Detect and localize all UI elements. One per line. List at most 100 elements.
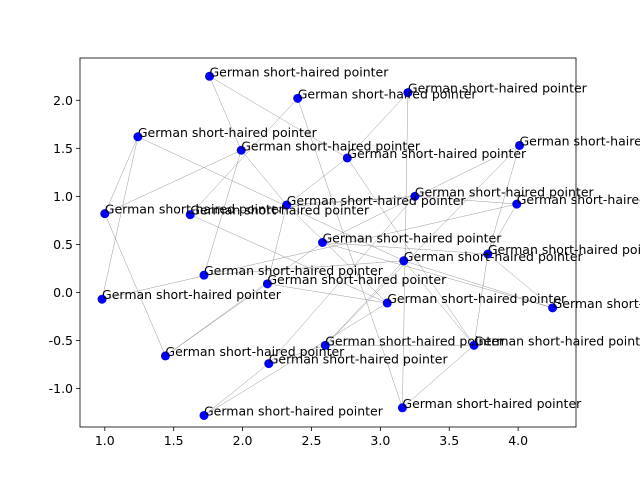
point-label-10: German short-haired pointer xyxy=(105,202,285,217)
edge-line-40 xyxy=(268,345,326,364)
point-label-22: German short-haired pointer xyxy=(165,344,345,359)
edge-line-34 xyxy=(325,260,404,346)
edge-line-35 xyxy=(403,260,475,346)
data-point-5 xyxy=(342,153,352,163)
edge-line-30 xyxy=(487,253,553,309)
x-tick-label-0: 1.0 xyxy=(95,433,115,448)
point-label-25: German short-haired pointer xyxy=(204,403,384,418)
x-tick-label-6: 4.0 xyxy=(508,433,528,448)
y-tick-label-0: -1.0 xyxy=(49,381,73,396)
edge-line-33 xyxy=(403,260,553,309)
point-label-19: German short-haired pointer xyxy=(553,296,640,311)
point-label-3: German short-haired pointer xyxy=(138,125,318,140)
edge-line-15 xyxy=(487,145,520,255)
edge-line-32 xyxy=(203,260,404,276)
point-label-9: German short-haired pointer xyxy=(517,192,640,207)
x-tick-label-5: 3.5 xyxy=(439,433,459,448)
data-point-15 xyxy=(199,270,209,280)
point-label-17: German short-haired pointer xyxy=(102,287,282,302)
y-tick-label-4: 1.0 xyxy=(53,189,73,204)
data-point-3 xyxy=(133,132,143,142)
data-point-16 xyxy=(262,279,272,289)
edge-line-4 xyxy=(347,92,409,159)
data-point-6 xyxy=(515,140,525,150)
data-point-19 xyxy=(548,303,558,313)
edge-line-42 xyxy=(203,363,269,416)
edge-line-14 xyxy=(322,145,520,243)
point-label-5: German short-haired pointer xyxy=(347,146,527,161)
x-tick-label-4: 3.0 xyxy=(370,433,390,448)
data-point-10 xyxy=(100,209,110,219)
data-point-8 xyxy=(282,200,292,210)
point-label-11: German short-haired pointer xyxy=(190,203,370,218)
point-label-1: German short-haired pointer xyxy=(298,86,478,101)
y-tick-label-3: 0.5 xyxy=(53,237,73,252)
data-point-13 xyxy=(483,249,493,259)
data-point-4 xyxy=(236,145,246,155)
data-point-20 xyxy=(320,340,330,350)
edge-line-11 xyxy=(203,150,242,276)
edge-line-10 xyxy=(241,150,287,206)
point-label-16: German short-haired pointer xyxy=(267,272,447,287)
edge-line-3 xyxy=(297,98,403,408)
point-label-0: German short-haired pointer xyxy=(210,64,390,79)
edge-line-20 xyxy=(268,196,415,364)
edge-line-19 xyxy=(190,196,415,215)
edge-line-16 xyxy=(325,145,520,346)
data-point-17 xyxy=(97,294,107,304)
points-layer xyxy=(97,71,558,420)
edge-line-2 xyxy=(190,98,298,215)
y-tick-label-1: -0.5 xyxy=(49,333,73,348)
edge-line-21 xyxy=(267,204,287,284)
edge-line-36 xyxy=(267,283,388,304)
data-point-21 xyxy=(469,340,479,350)
point-label-23: German short-haired pointer xyxy=(269,352,449,367)
edge-line-28 xyxy=(322,242,553,309)
point-label-20: German short-haired pointer xyxy=(325,333,505,348)
data-point-25 xyxy=(199,410,209,420)
point-label-13: German short-haired pointer xyxy=(488,242,640,257)
edge-line-18 xyxy=(414,196,517,205)
y-tick-label-5: 1.5 xyxy=(53,141,73,156)
y-tick-label-6: 2.0 xyxy=(53,93,73,108)
edge-line-37 xyxy=(165,283,268,357)
data-point-2 xyxy=(403,88,413,98)
point-label-2: German short-haired pointer xyxy=(408,81,588,96)
edge-line-23 xyxy=(487,203,517,255)
data-point-1 xyxy=(293,93,303,103)
edge-line-17 xyxy=(286,196,415,206)
edge-line-29 xyxy=(165,242,323,357)
edge-line-7 xyxy=(104,136,139,214)
data-point-9 xyxy=(512,199,522,209)
edge-line-1 xyxy=(209,76,242,151)
point-label-21: German short-haired pointer xyxy=(474,333,640,348)
point-label-15: German short-haired pointer xyxy=(204,263,384,278)
edges-layer xyxy=(101,76,553,416)
y-axis-ticks: -1.0 -0.5 0.0 0.5 1.0 1.5 2.0 xyxy=(49,93,80,396)
edge-line-26 xyxy=(190,214,388,304)
x-tick-label-1: 1.5 xyxy=(164,433,184,448)
edge-line-27 xyxy=(322,242,488,255)
point-label-12: German short-haired pointer xyxy=(322,231,502,246)
point-label-7: German short-haired pointer xyxy=(415,184,595,199)
edge-line-9 xyxy=(104,150,242,214)
data-point-18 xyxy=(382,298,392,308)
edge-line-38 xyxy=(203,302,388,416)
data-point-14 xyxy=(399,256,409,266)
edge-line-24 xyxy=(101,203,517,300)
edge-line-0 xyxy=(209,76,348,159)
edge-line-25 xyxy=(104,213,166,356)
x-tick-label-3: 2.5 xyxy=(302,433,322,448)
data-point-7 xyxy=(410,191,420,201)
data-point-23 xyxy=(264,359,274,369)
edge-line-41 xyxy=(402,345,475,408)
point-label-14: German short-haired pointer xyxy=(404,249,584,264)
plot-frame xyxy=(79,57,577,428)
edge-line-12 xyxy=(286,157,348,206)
point-label-24: German short-haired pointer xyxy=(402,396,582,411)
edge-line-13 xyxy=(347,157,475,346)
point-label-8: German short-haired pointer xyxy=(287,193,467,208)
data-point-22 xyxy=(160,351,170,361)
